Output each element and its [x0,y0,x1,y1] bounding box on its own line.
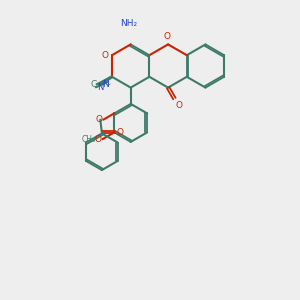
Text: N: N [98,83,104,92]
Text: C: C [90,80,97,89]
Text: C: C [104,77,110,86]
Text: NH₂: NH₂ [121,19,138,28]
Text: O: O [94,135,101,144]
Text: O: O [116,128,123,137]
Text: CH₃: CH₃ [82,135,96,144]
Text: O: O [164,32,171,41]
Text: O: O [95,115,102,124]
Text: O: O [176,101,183,110]
Text: O: O [101,51,108,60]
Text: N: N [103,80,109,89]
